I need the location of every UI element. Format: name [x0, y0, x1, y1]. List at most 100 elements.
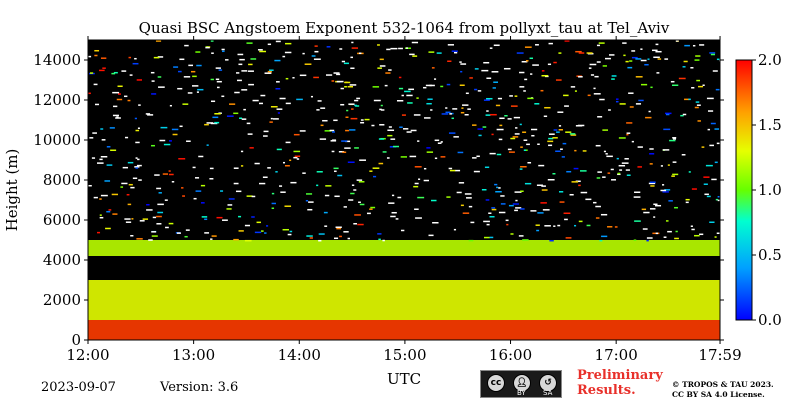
noise-speck: [401, 114, 406, 116]
noise-speck: [305, 199, 309, 202]
noise-speck: [600, 213, 608, 216]
noise-speck: [541, 70, 545, 72]
noise-speck: [349, 129, 356, 131]
noise-speck: [131, 218, 134, 220]
noise-speck: [364, 118, 370, 121]
noise-speck: [596, 44, 601, 47]
noise-speck: [302, 172, 306, 174]
noise-speck: [553, 129, 558, 131]
noise-speck: [134, 166, 140, 168]
noise-speck: [344, 85, 347, 88]
noise-speck: [448, 167, 453, 170]
y-tick-label: 6000: [43, 211, 81, 229]
noise-speck: [246, 42, 253, 44]
noise-speck: [350, 56, 354, 59]
noise-speck: [548, 133, 555, 135]
noise-speck: [157, 76, 162, 78]
noise-speck: [629, 106, 634, 108]
noise-speck: [461, 107, 464, 109]
noise-speck: [320, 107, 326, 109]
noise-speck: [617, 172, 621, 175]
noise-speck: [520, 165, 527, 168]
noise-speck: [684, 98, 690, 101]
y-tick-label: 0: [71, 331, 81, 349]
noise-speck: [688, 171, 691, 173]
noise-speck: [398, 87, 404, 90]
noise-speck: [296, 158, 300, 160]
noise-speck: [163, 143, 171, 146]
noise-speck: [617, 173, 621, 176]
noise-speck: [256, 221, 261, 224]
noise-speck: [664, 58, 669, 60]
noise-speck: [493, 44, 500, 47]
noise-speck: [496, 153, 502, 156]
noise-speck: [347, 161, 355, 163]
noise-speck: [688, 98, 691, 101]
y-tick-label: 14000: [33, 51, 81, 69]
cc-license-badge[interactable]: cc 👤︎ ↺ BY SA: [480, 370, 562, 398]
noise-speck: [162, 173, 168, 175]
noise-speck: [530, 73, 533, 75]
noise-speck: [285, 141, 291, 144]
noise-speck: [589, 63, 597, 66]
noise-speck: [343, 231, 349, 233]
heatmap-layer-2: [88, 280, 720, 320]
noise-speck: [496, 128, 504, 131]
noise-speck: [354, 104, 357, 107]
noise-speck: [169, 104, 172, 107]
noise-speck: [373, 175, 377, 178]
noise-speck: [445, 107, 448, 109]
noise-speck: [259, 102, 263, 105]
noise-speck: [379, 108, 382, 111]
noise-speck: [709, 221, 715, 224]
noise-speck: [672, 161, 677, 163]
noise-speck: [423, 167, 427, 170]
noise-speck: [595, 144, 601, 147]
noise-speck: [530, 128, 538, 131]
noise-speck: [183, 76, 191, 78]
noise-speck: [185, 229, 190, 231]
noise-speck: [398, 76, 402, 79]
noise-speck: [477, 90, 482, 92]
noise-speck: [116, 116, 119, 118]
noise-speck: [540, 89, 544, 92]
noise-speck: [483, 61, 490, 64]
y-tick-label: 2000: [43, 291, 81, 309]
noise-speck: [366, 212, 371, 215]
noise-speck: [535, 224, 540, 226]
noise-speck: [464, 114, 469, 116]
noise-speck: [413, 185, 419, 188]
noise-speck: [430, 109, 433, 111]
noise-speck: [106, 146, 111, 148]
noise-speck: [388, 69, 392, 71]
noise-speck: [486, 110, 489, 112]
noise-speck: [233, 238, 239, 241]
noise-speck: [292, 77, 295, 79]
noise-speck: [447, 44, 454, 46]
noise-speck: [663, 128, 671, 131]
noise-speck: [694, 234, 700, 237]
noise-speck: [211, 235, 217, 237]
noise-speck: [377, 44, 380, 46]
noise-speck: [485, 114, 491, 116]
noise-speck: [263, 130, 269, 133]
noise-speck: [344, 147, 351, 149]
noise-speck: [136, 79, 143, 81]
noise-speck: [570, 134, 577, 136]
noise-speck: [482, 126, 487, 128]
noise-speck: [624, 158, 629, 160]
noise-speck: [159, 139, 166, 142]
x-axis-label: UTC: [387, 370, 421, 388]
noise-speck: [521, 60, 528, 63]
noise-speck: [474, 68, 479, 70]
noise-speck: [99, 214, 102, 216]
noise-speck: [209, 167, 214, 170]
noise-speck: [279, 185, 283, 187]
noise-speck: [691, 188, 697, 190]
noise-speck: [608, 54, 615, 56]
noise-speck: [446, 196, 451, 198]
noise-speck: [237, 79, 242, 82]
noise-speck: [520, 146, 523, 148]
noise-speck: [206, 144, 209, 146]
colorbar: [735, 59, 753, 321]
